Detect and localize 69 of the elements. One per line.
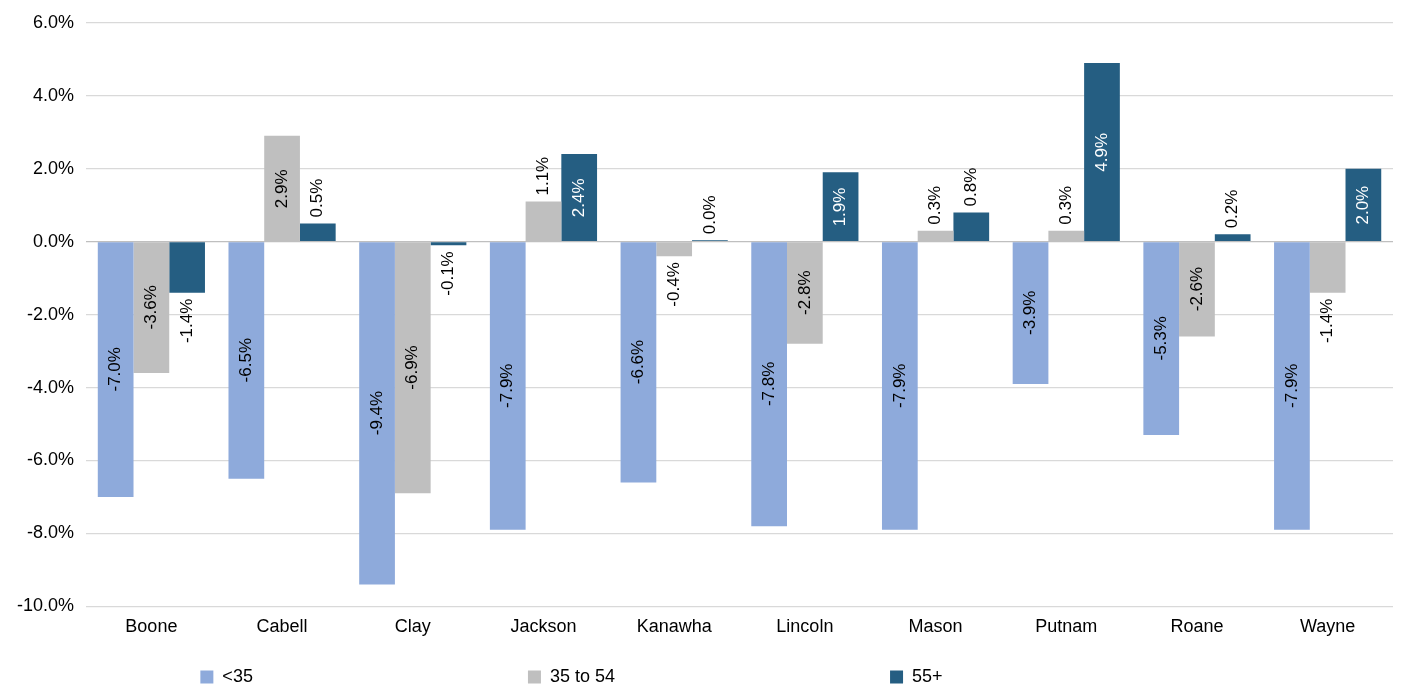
- bar: [1214, 234, 1251, 241]
- bar: [97, 242, 134, 497]
- y-tick-label: -2.0%: [27, 303, 75, 324]
- bar: [751, 242, 787, 527]
- y-tick-label: 2.0%: [33, 157, 75, 178]
- bar: [359, 242, 395, 585]
- data-label: 0.3%: [925, 185, 945, 225]
- bar: [561, 154, 598, 241]
- data-label: 4.9%: [1091, 132, 1111, 172]
- x-tick-label: Lincoln: [776, 616, 834, 637]
- data-label: 0.5%: [307, 178, 327, 218]
- data-label: -6.5%: [236, 337, 256, 383]
- data-label: -3.9%: [1020, 290, 1040, 335]
- bar: [620, 242, 657, 483]
- bar: [1274, 242, 1310, 530]
- data-label: -7.8%: [758, 361, 778, 407]
- x-tick-label: Mason: [908, 616, 963, 637]
- data-label: -7.0%: [105, 347, 125, 392]
- x-tick-label: Jackson: [510, 616, 577, 637]
- y-tick-label: 6.0%: [33, 11, 75, 32]
- data-label: -2.8%: [794, 270, 814, 315]
- data-label: 2.0%: [1353, 185, 1373, 225]
- data-label: -5.3%: [1150, 316, 1170, 361]
- legend-label: <35: [222, 665, 508, 686]
- x-tick-label: Kanawha: [636, 616, 713, 637]
- data-label: 0.0%: [699, 195, 719, 235]
- data-label: 0.3%: [1055, 185, 1075, 225]
- y-tick-label: -10.0%: [16, 595, 75, 616]
- y-tick-label: 0.0%: [33, 230, 75, 251]
- bar: [299, 223, 336, 241]
- data-label: 1.1%: [533, 156, 553, 196]
- x-tick-label: Clay: [394, 616, 431, 637]
- x-tick-label: Boone: [125, 616, 178, 637]
- bar: [1143, 242, 1180, 435]
- data-label: -1.4%: [176, 298, 196, 344]
- data-label: -7.9%: [497, 363, 517, 408]
- data-label: -6.6%: [628, 339, 648, 385]
- data-label: -3.6%: [141, 285, 161, 330]
- legend-label: 55+: [912, 665, 1198, 686]
- bar: [953, 212, 990, 241]
- data-label: -6.9%: [402, 345, 422, 390]
- y-tick-label: -6.0%: [27, 449, 75, 470]
- data-label: -0.4%: [663, 262, 683, 307]
- legend-label: 35 to 54: [549, 665, 871, 686]
- data-label: -9.4%: [366, 390, 386, 436]
- data-label: 0.2%: [1222, 189, 1242, 229]
- x-tick-label: Cabell: [256, 616, 308, 637]
- data-label: 2.9%: [271, 169, 291, 209]
- bar: [430, 242, 467, 246]
- x-tick-label: Wayne: [1299, 616, 1356, 637]
- bar: [881, 242, 918, 530]
- data-label: -2.6%: [1186, 266, 1206, 312]
- bar: [1084, 62, 1120, 241]
- x-tick-label: Roane: [1170, 616, 1224, 637]
- data-label: 2.4%: [568, 178, 588, 218]
- data-label: -1.4%: [1317, 298, 1337, 344]
- y-tick-label: -8.0%: [27, 522, 75, 543]
- bar: [228, 242, 265, 479]
- bar: [169, 242, 205, 293]
- data-label: -7.9%: [889, 363, 909, 408]
- bar: [1012, 242, 1049, 384]
- y-tick-label: -4.0%: [27, 376, 75, 397]
- data-label: 1.9%: [830, 187, 850, 227]
- data-label: -7.9%: [1281, 363, 1301, 408]
- data-label: 0.8%: [960, 167, 980, 207]
- x-tick-label: Putnam: [1035, 616, 1098, 637]
- bar: [489, 242, 526, 530]
- y-tick-label: 4.0%: [33, 84, 75, 105]
- data-label: -0.1%: [438, 251, 458, 296]
